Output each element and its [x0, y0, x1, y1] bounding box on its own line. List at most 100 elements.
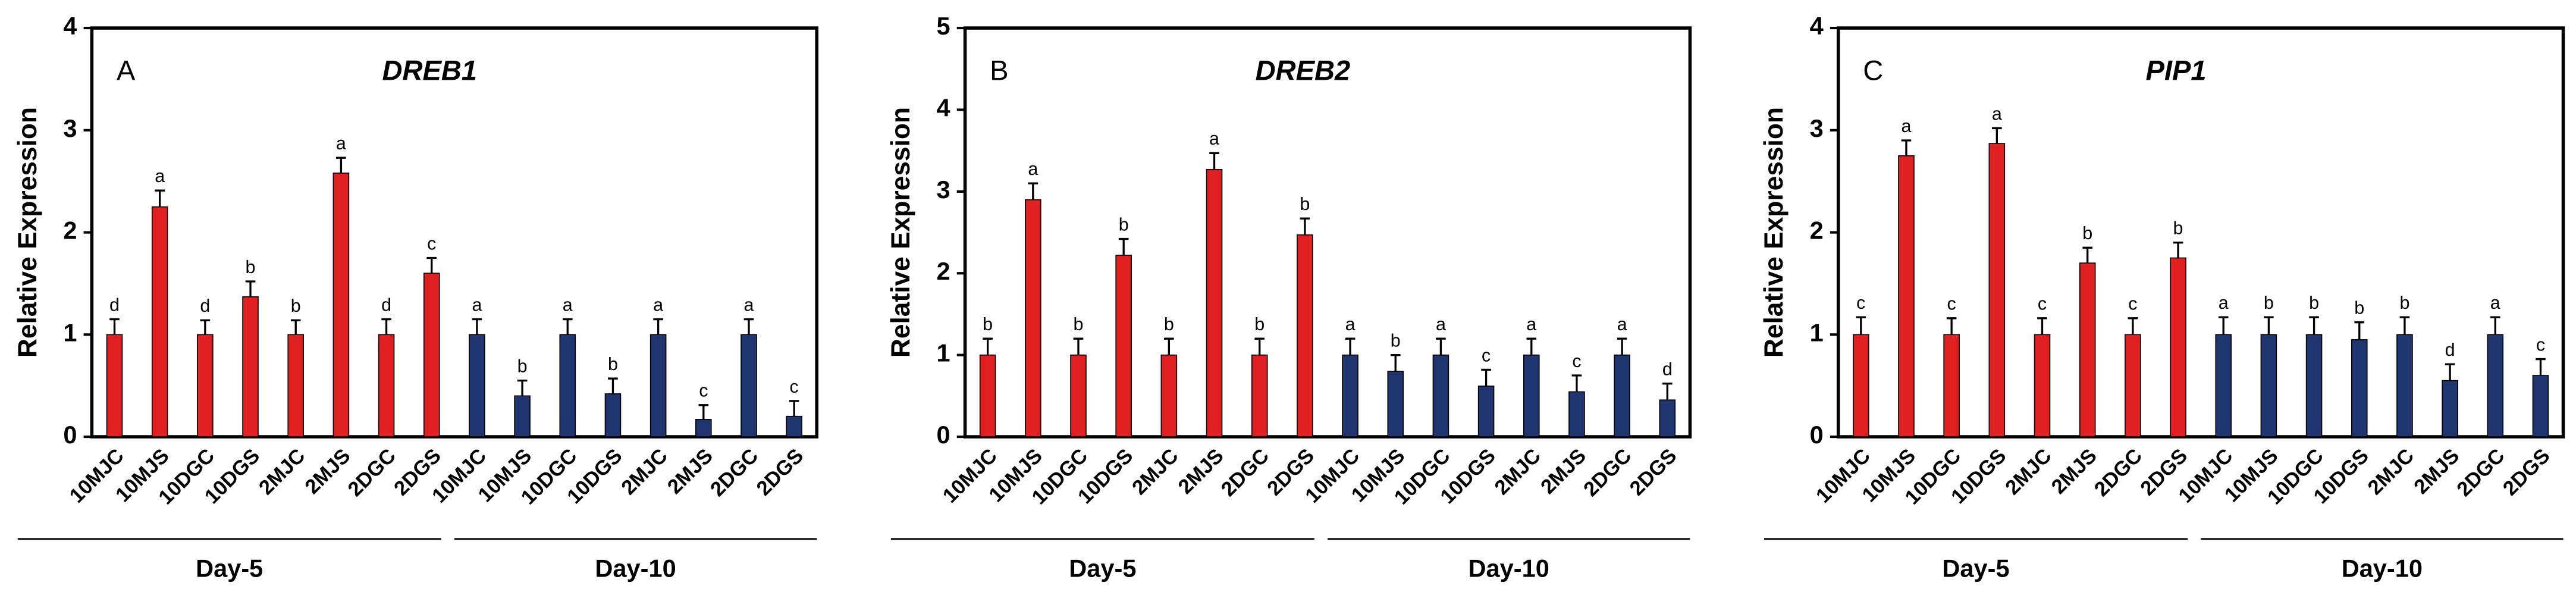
significance-letter: b: [291, 296, 301, 316]
significance-letter: a: [1901, 116, 1911, 136]
bar: [1115, 255, 1132, 437]
significance-letter: a: [472, 295, 482, 315]
error-bar: [608, 377, 618, 394]
x-tick-label: 2MJS: [2409, 444, 2464, 499]
bar: [1251, 354, 1268, 437]
significance-letter: d: [109, 295, 120, 315]
error-bar: [1209, 152, 1219, 170]
error-bar: [1345, 337, 1356, 355]
bar: [106, 334, 123, 437]
bar: [1206, 168, 1223, 437]
error-bar: [1901, 139, 1912, 156]
bar: [2305, 334, 2323, 437]
y-tick-label: 5: [937, 12, 950, 40]
significance-letter: b: [517, 356, 528, 376]
error-bar: [1164, 337, 1174, 355]
bar: [2079, 262, 2096, 437]
error-bar: [472, 318, 482, 335]
bar: [559, 334, 576, 437]
error-bar: [381, 318, 391, 335]
significance-letter: a: [155, 166, 165, 186]
bar: [1070, 354, 1087, 437]
bar: [197, 334, 214, 437]
significance-letter: c: [1572, 351, 1581, 371]
bar: [514, 395, 531, 437]
chart-title: DREB1: [382, 54, 477, 86]
error-bar: [200, 319, 211, 335]
bar: [1853, 334, 1869, 437]
significance-letter: a: [1436, 314, 1446, 334]
bar: [650, 334, 667, 437]
significance-letter: c: [790, 377, 799, 397]
bar: [469, 334, 485, 437]
x-tick-label: 2MJS: [301, 444, 355, 499]
y-tick-label: 4: [1810, 12, 1824, 40]
y-tick-label: 2: [937, 257, 950, 285]
error-bar: [245, 280, 256, 297]
x-tick-label: 2DGC: [344, 444, 400, 501]
x-tick-label: 2DGS: [1626, 444, 1681, 500]
error-bar: [698, 404, 709, 419]
y-tick-label: 3: [1810, 114, 1824, 142]
error-bar: [2082, 246, 2092, 264]
error-bar: [2128, 317, 2138, 335]
x-tick-label: 2DGC: [1217, 444, 1273, 501]
error-bar: [2399, 316, 2410, 335]
bar: [2034, 334, 2051, 437]
x-tick-label: 2MJC: [617, 444, 672, 499]
error-bar: [1481, 368, 1491, 386]
bar: [287, 334, 304, 437]
bar: [423, 273, 440, 437]
group-label: Day-5: [196, 554, 263, 582]
significance-letter: a: [1209, 129, 1219, 149]
error-bar: [2445, 363, 2455, 381]
bar: [1568, 391, 1585, 437]
panel-label: C: [1863, 54, 1883, 86]
x-tick-label: 2MJS: [1536, 444, 1590, 499]
significance-letter: c: [2536, 334, 2545, 355]
significance-letter: c: [1482, 345, 1491, 365]
bar: [1943, 334, 1960, 437]
y-tick-label: 4: [63, 12, 77, 40]
bar: [1432, 354, 1449, 437]
significance-letter: a: [1617, 314, 1627, 334]
significance-letter: a: [1028, 159, 1038, 179]
error-bar: [1992, 127, 2002, 144]
significance-letter: b: [1391, 331, 1401, 351]
x-tick-label: 2DGC: [2090, 444, 2147, 501]
error-bar: [2037, 317, 2047, 335]
bar: [695, 419, 712, 437]
significance-letter: b: [1164, 314, 1174, 334]
bar: [1342, 354, 1358, 437]
error-bar: [2173, 242, 2183, 258]
error-bar: [743, 318, 754, 335]
y-tick-label: 1: [1810, 318, 1824, 346]
x-tick-label: 2DGS: [2499, 444, 2555, 500]
x-tick-label: 2MJC: [1128, 444, 1182, 499]
significance-letter: d: [1662, 359, 1673, 380]
significance-letter: b: [2354, 298, 2364, 318]
error-bar: [1028, 182, 1038, 200]
significance-letter: a: [2219, 293, 2229, 313]
bar: [242, 296, 259, 437]
significance-letter: c: [1856, 293, 1865, 313]
bar: [2532, 375, 2549, 437]
error-bar: [653, 318, 663, 335]
significance-letter: b: [2264, 293, 2274, 313]
error-bar: [983, 337, 993, 355]
significance-letter: c: [2128, 294, 2137, 314]
y-tick-label: 2: [1810, 217, 1824, 245]
y-axis-label: Relative Expression: [1759, 107, 1789, 358]
significance-letter: b: [2309, 293, 2319, 313]
bar: [1477, 386, 1495, 437]
significance-letter: a: [2490, 293, 2500, 313]
bar: [2487, 334, 2504, 437]
error-bar: [789, 400, 799, 416]
significance-letter: c: [427, 233, 436, 253]
error-bar: [2309, 316, 2319, 335]
error-bar: [1300, 217, 1310, 235]
significance-letter: b: [1300, 194, 1310, 214]
error-bar: [1073, 337, 1084, 355]
